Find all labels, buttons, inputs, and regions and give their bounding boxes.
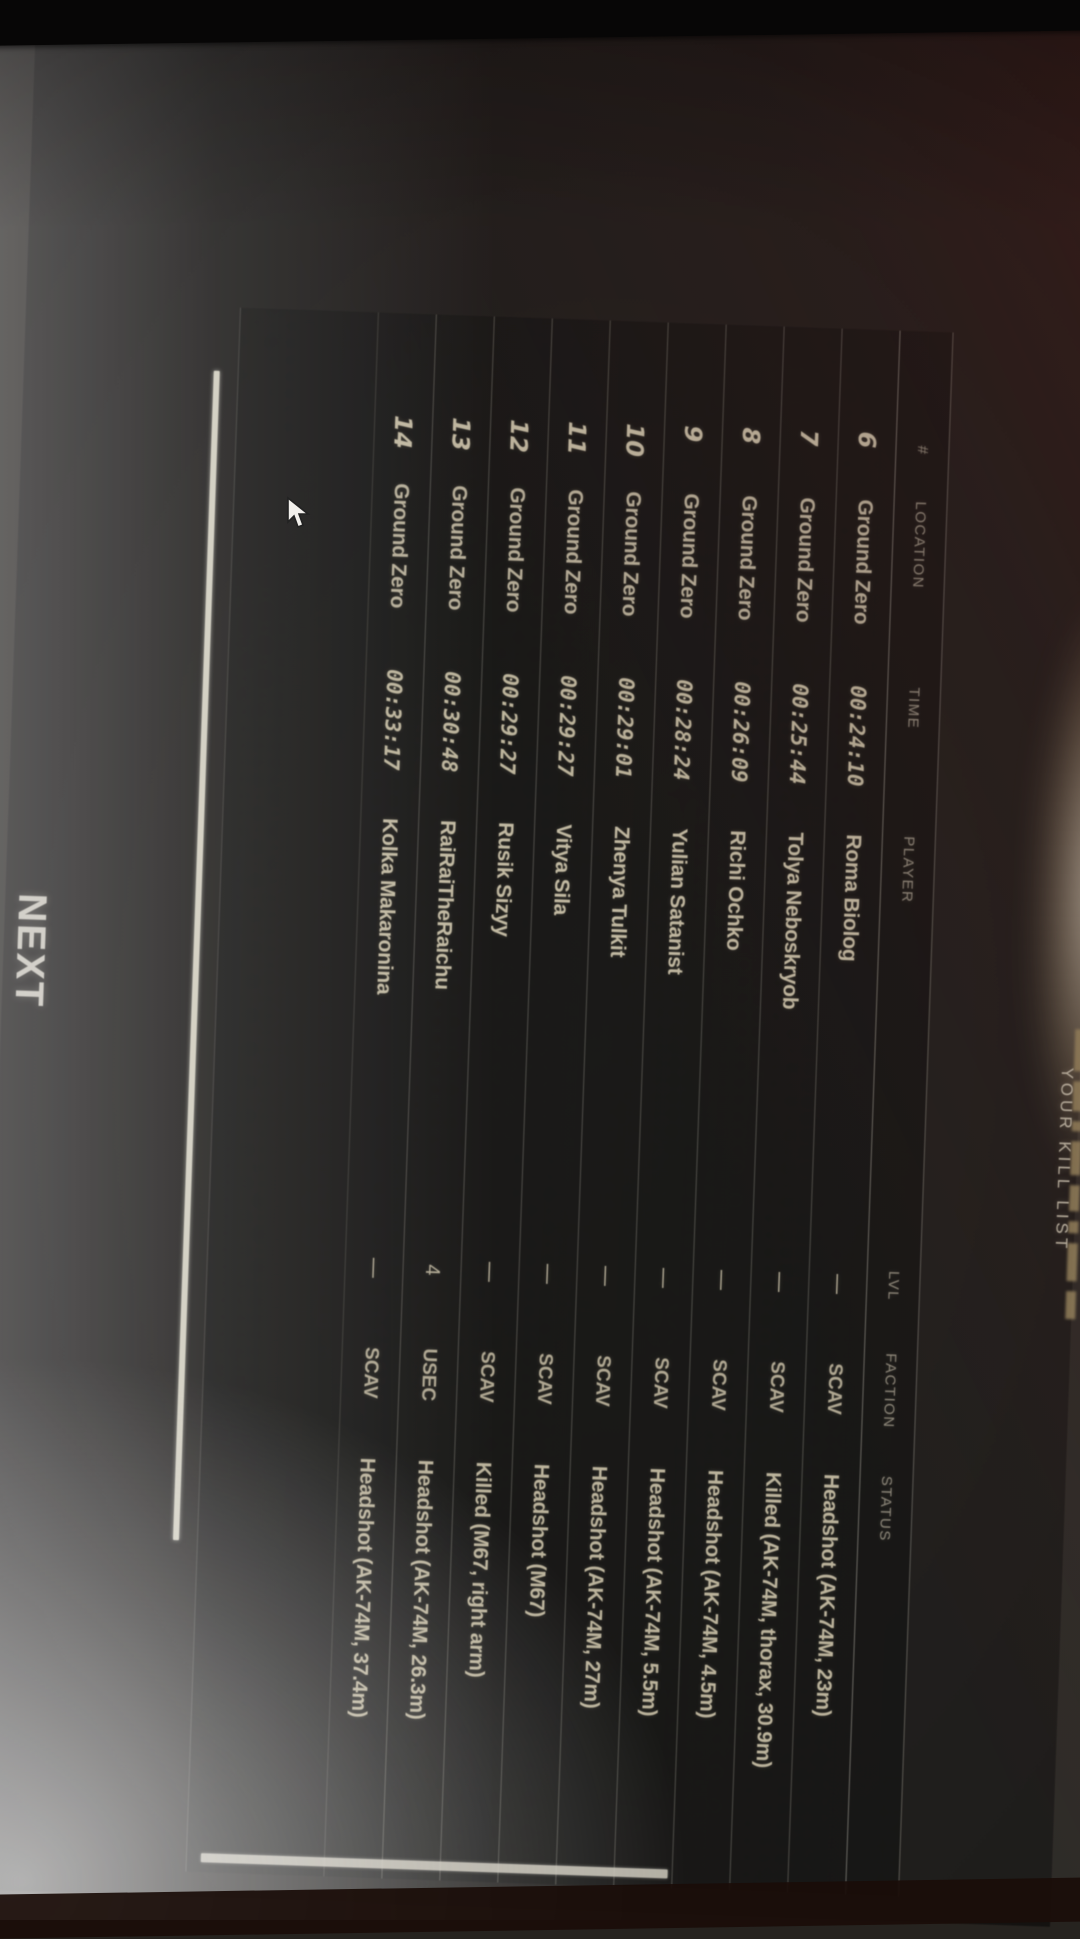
kill-status: Headshot (AK-74M, 37.4m)	[347, 1457, 380, 1719]
kill-player: Yulian Satanist	[663, 827, 692, 975]
kill-status: Killed (AK-74M, thorax, 30.9m)	[751, 1471, 786, 1769]
kill-status: Killed (M67, right arm)	[464, 1461, 496, 1678]
kill-status: Headshot (AK-74M, 5.5m)	[637, 1467, 670, 1717]
kill-lvl: —	[479, 1261, 502, 1283]
kill-player: Rusik Sizyy	[490, 821, 518, 938]
kill-location: Ground Zero	[791, 497, 820, 623]
kill-list-table: # LOCATION TIME PLAYER LVL FACTION STATU…	[185, 307, 954, 1897]
kill-location: Ground Zero	[502, 486, 530, 613]
kill-status: Headshot (AK-74M, 26.3m)	[405, 1459, 438, 1721]
col-header-player: PLAYER	[898, 835, 918, 904]
kill-number: 7	[795, 429, 824, 447]
kill-lvl: —	[363, 1257, 386, 1279]
mouse-cursor	[287, 496, 311, 529]
kill-time: 00:24:10	[843, 684, 871, 787]
kill-number: 10	[620, 422, 650, 458]
kill-faction: SCAV	[359, 1346, 383, 1399]
kill-time: 00:26:09	[727, 680, 755, 783]
kill-number: 13	[446, 416, 476, 452]
kill-status: Headshot (AK-74M, 27m)	[579, 1465, 612, 1710]
kill-location: Ground Zero	[560, 489, 588, 615]
kill-lvl: —	[653, 1267, 676, 1289]
next-button[interactable]: NEXT	[3, 850, 57, 1052]
kill-lvl: —	[826, 1273, 850, 1295]
kill-player: Vitya Sila	[549, 823, 576, 916]
kill-lvl: —	[537, 1263, 560, 1285]
kill-faction: SCAV	[707, 1358, 731, 1411]
kill-time: 00:29:27	[553, 674, 581, 777]
col-header-faction: FACTION	[879, 1352, 900, 1429]
col-header-lvl: LVL	[884, 1270, 903, 1302]
kill-location: Ground Zero	[386, 482, 414, 609]
kill-faction: USEC	[417, 1348, 441, 1402]
kill-number: 8	[737, 427, 766, 445]
kill-lvl: —	[711, 1269, 734, 1291]
kill-lvl: —	[768, 1271, 792, 1293]
kill-player: Roma Biolog	[838, 833, 866, 962]
kill-lvl: 4	[421, 1263, 444, 1276]
kill-time: 00:30:48	[437, 670, 465, 773]
kill-time: 00:29:01	[611, 676, 639, 779]
kill-faction: SCAV	[823, 1362, 847, 1416]
kill-player: Zhenya Tulkit	[606, 825, 634, 958]
kill-location: Ground Zero	[849, 499, 878, 625]
kill-faction: SCAV	[475, 1350, 499, 1403]
kill-time: 00:25:44	[785, 682, 813, 785]
kill-time: 00:29:27	[495, 672, 523, 775]
kill-number: 9	[679, 424, 708, 443]
kill-faction: SCAV	[765, 1360, 789, 1414]
kill-faction: SCAV	[649, 1356, 673, 1409]
kill-time: 00:33:17	[379, 668, 407, 771]
kill-player: RaiRaiTheRaichu	[430, 819, 460, 991]
kill-location: Ground Zero	[617, 491, 646, 617]
kill-player: Tolya Neboskryob	[778, 831, 808, 1010]
kill-location: Ground Zero	[733, 495, 762, 621]
kill-status: Headshot (AK-74M, 4.5m)	[695, 1469, 728, 1719]
kill-location: Ground Zero	[444, 484, 472, 611]
kill-number: 12	[504, 418, 534, 454]
kill-faction: SCAV	[591, 1354, 615, 1407]
kill-number: 11	[562, 420, 592, 456]
kill-faction: SCAV	[533, 1352, 557, 1405]
kill-time: 00:28:24	[669, 678, 697, 781]
kill-number: 14	[388, 414, 418, 450]
kill-status: Headshot (AK-74M, 23m)	[811, 1473, 844, 1718]
kill-player: Kolka Makaronina	[372, 817, 402, 995]
kill-player: Richi Ochko	[722, 829, 750, 951]
col-header-number: #	[913, 445, 932, 456]
kill-number: 6	[852, 431, 882, 449]
kill-location: Ground Zero	[675, 493, 704, 619]
col-header-time: TIME	[904, 687, 923, 730]
col-header-status: STATUS	[875, 1475, 896, 1543]
col-header-location: LOCATION	[909, 501, 930, 590]
kill-lvl: —	[595, 1265, 618, 1287]
kill-status: Headshot (M67)	[524, 1463, 554, 1618]
